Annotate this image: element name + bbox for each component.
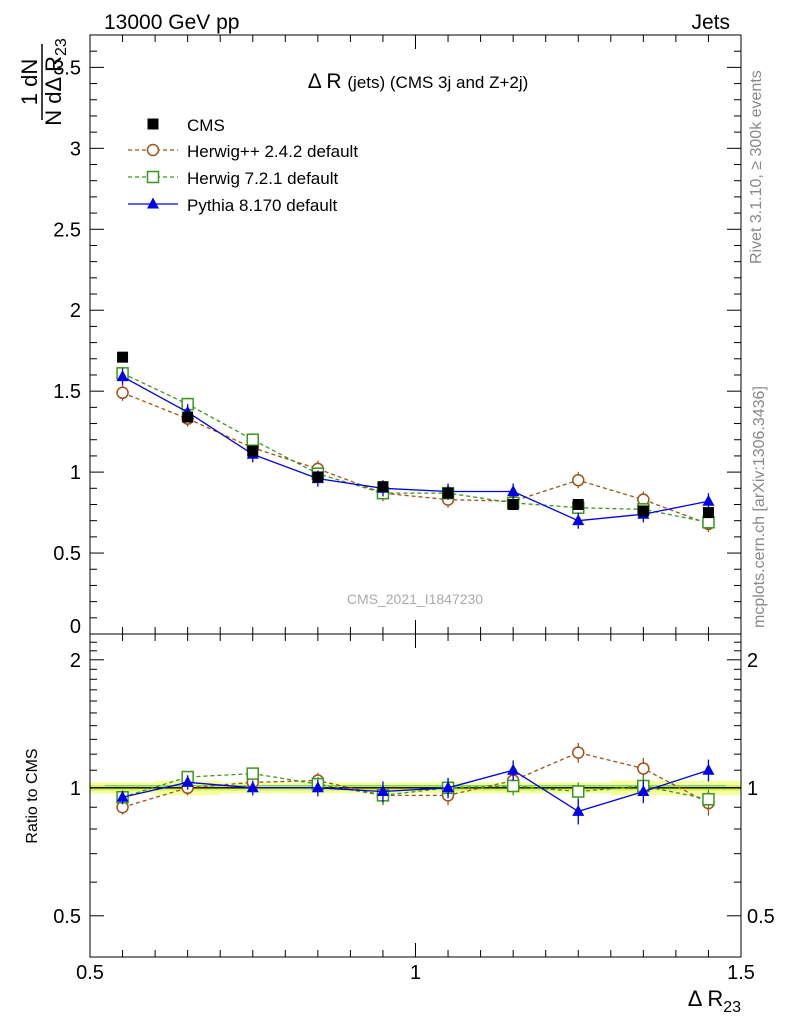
y-axis-label-denominator: N dΔ R23 xyxy=(41,38,70,126)
chart-title: Δ R (jets) (CMS 3j and Z+2j) xyxy=(308,70,529,93)
legend-label-herwigpp: Herwig++ 2.4.2 default xyxy=(187,142,358,161)
y-tick-label: 2 xyxy=(70,300,81,322)
legend-marker-herwig7 xyxy=(146,170,160,184)
ratio-y-tick-label-left: 0.5 xyxy=(53,906,81,928)
data-point-herwig7 xyxy=(702,516,715,529)
ratio-series-pythia xyxy=(116,759,715,825)
y-axis-label: 1 dN N dΔ R23 xyxy=(17,38,70,126)
series-line-pythia xyxy=(122,376,709,522)
ratio-data-point-pythia xyxy=(702,763,715,775)
ratio-y-axis-label: Ratio to CMS xyxy=(24,748,41,843)
data-point-herwigpp xyxy=(116,386,129,400)
y-axis-label-subscript: 23 xyxy=(53,38,70,56)
header-left: 13000 GeV pp xyxy=(104,11,239,34)
ratio-y-tick-label-right: 0.5 xyxy=(747,906,775,928)
series-line-herwigpp xyxy=(122,392,709,525)
ratio-data-point-herwigpp xyxy=(637,762,650,775)
ratio-data-point-pythia xyxy=(311,781,324,793)
ratio-data-point-pythia xyxy=(637,785,650,797)
x-axis-label-subscript: 23 xyxy=(723,999,741,1016)
series-pythia xyxy=(116,368,715,529)
data-point-cms xyxy=(312,471,324,483)
data-point-pythia xyxy=(572,514,585,526)
ratio-data-point-herwig7 xyxy=(702,792,715,806)
x-tick-label: 1.5 xyxy=(727,962,755,984)
data-point-cms xyxy=(247,445,259,457)
chart-title-main: Δ R xyxy=(308,70,348,93)
ratio-data-point-pythia xyxy=(572,804,585,816)
ratio-y-tick-label-left: 2 xyxy=(70,650,81,672)
ratio-y-tick-label-right: 1 xyxy=(747,778,758,800)
y-tick-label: 3 xyxy=(70,138,81,160)
data-point-pythia xyxy=(702,494,715,506)
ratio-series-line-pythia xyxy=(122,769,709,813)
legend-marker-pythia xyxy=(147,197,159,209)
series-cms xyxy=(117,351,714,519)
y-tick-label: 0 xyxy=(70,616,81,638)
legend-label-cms: CMS xyxy=(187,116,225,135)
ratio-series-line-herwig7 xyxy=(122,772,709,800)
legend-label-pythia: Pythia 8.170 default xyxy=(187,196,338,215)
x-axis-label-main: Δ R xyxy=(688,986,723,1011)
data-point-cms xyxy=(702,507,714,519)
y-tick-label: 0.5 xyxy=(53,543,81,565)
data-point-cms xyxy=(377,481,389,493)
ratio-y-tick-label-right: 2 xyxy=(747,650,758,672)
data-point-cms xyxy=(442,487,454,499)
legend-label-herwig7: Herwig 7.2.1 default xyxy=(187,169,338,188)
x-axis-label: Δ R23 xyxy=(688,986,741,1016)
x-tick-label: 0.5 xyxy=(76,962,104,984)
ratio-data-point-herwig7 xyxy=(246,767,259,780)
x-tick-label: 1 xyxy=(410,962,421,984)
ratio-series-herwigpp xyxy=(116,742,715,816)
ratio-data-point-herwigpp xyxy=(572,746,585,759)
chart-title-sub: (jets) (CMS 3j and Z+2j) xyxy=(347,73,528,92)
side-label-rivet: Rivet 3.1.10, ≥ 300k events xyxy=(748,70,765,264)
y-axis-label-numerator: 1 dN xyxy=(17,59,42,105)
header-right: Jets xyxy=(691,11,730,34)
data-point-cms xyxy=(182,411,194,423)
data-point-herwigpp xyxy=(572,473,585,487)
ratio-data-point-herwig7 xyxy=(572,785,585,798)
data-point-cms xyxy=(117,351,129,363)
ratio-panel: 0.5 0.5 1 1 2 2 0.5 1 1.5 Ratio to CMS Δ R23 xyxy=(24,633,775,1016)
y-tick-label: 1.5 xyxy=(53,381,81,403)
data-point-cms xyxy=(572,498,584,510)
ratio-data-point-herwig7 xyxy=(506,779,520,793)
data-point-pythia xyxy=(116,370,129,382)
ratio-data-point-pythia xyxy=(507,763,520,775)
y-tick-label: 2.5 xyxy=(53,219,81,241)
data-point-pythia xyxy=(507,485,520,497)
series-line-herwig7 xyxy=(122,372,709,523)
legend-marker-cms xyxy=(147,118,159,130)
data-point-cms xyxy=(507,498,519,510)
legend: CMS Herwig++ 2.4.2 default Herwig 7.2.1 de… xyxy=(128,116,358,215)
ratio-y-tick-label-left: 1 xyxy=(70,778,81,800)
watermark: CMS_2021_I1847230 xyxy=(347,591,483,607)
ratio-data-point-pythia xyxy=(376,785,389,797)
data-point-herwig7 xyxy=(246,433,259,446)
y-tick-label: 3.5 xyxy=(53,57,81,79)
y-tick-label: 1 xyxy=(70,462,81,484)
legend-marker-herwigpp xyxy=(146,143,160,157)
ratio-data-point-pythia xyxy=(442,781,455,793)
series-herwig7 xyxy=(116,366,715,529)
side-label-mcplots: mcplots.cern.ch [arXiv:1306.3436] xyxy=(751,386,768,628)
series-herwigpp xyxy=(116,384,715,533)
data-point-cms xyxy=(637,505,649,517)
ratio-data-point-pythia xyxy=(246,781,259,793)
ratio-data-point-pythia xyxy=(116,790,129,802)
ratio-data-point-pythia xyxy=(181,775,194,787)
